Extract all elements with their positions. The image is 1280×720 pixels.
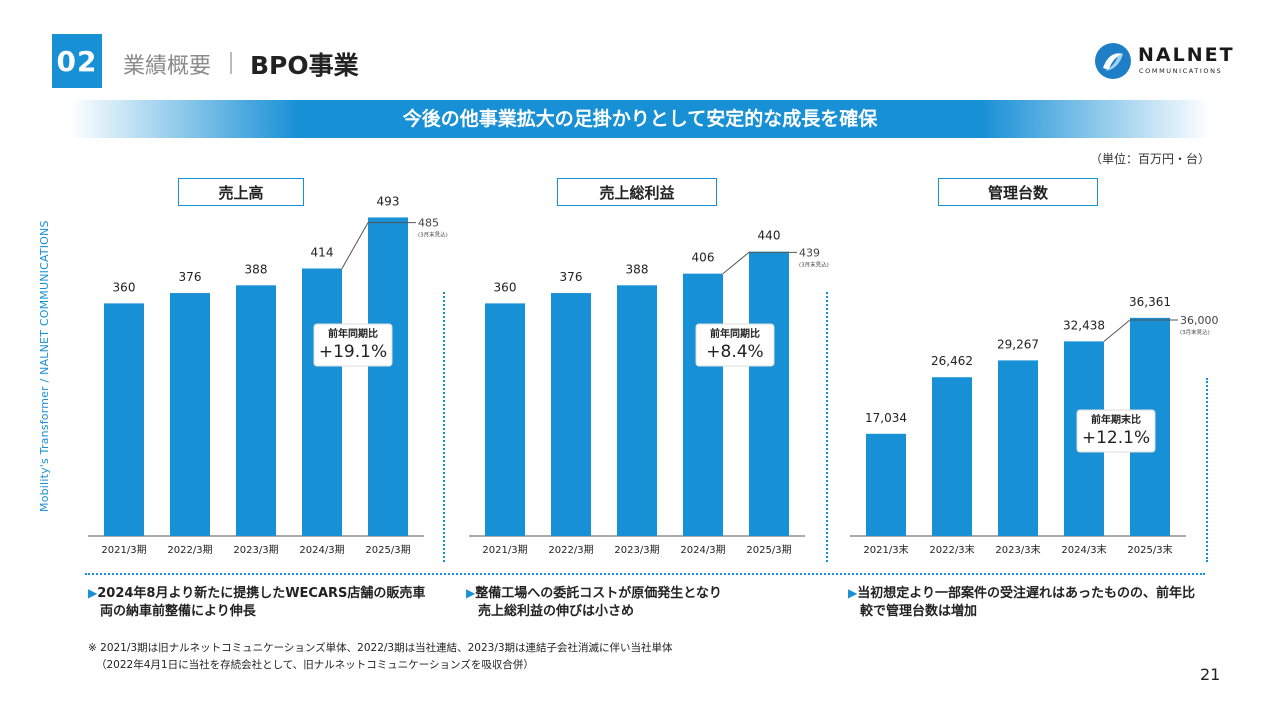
- triangle-arrow-icon: ▶: [88, 586, 98, 600]
- x-tick-label: 2021/3末: [863, 543, 908, 556]
- bar: [485, 303, 525, 536]
- headline-text: 今後の他事業拡大の足掛かりとして安定的な成長を確保: [402, 108, 878, 130]
- bar: [368, 217, 408, 536]
- company-logo: NALNET COMMUNICATIONS: [1094, 42, 1244, 82]
- x-tick-label: 2025/3期: [365, 544, 410, 556]
- forecast-note: (3月末見込): [1180, 328, 1210, 336]
- bar: [170, 293, 210, 536]
- growth-connector: [1103, 319, 1131, 342]
- x-tick-label: 2022/3期: [548, 544, 593, 556]
- bar-value-label: 29,267: [997, 337, 1039, 351]
- bar: [617, 285, 657, 536]
- forecast-value-label: 439: [799, 246, 820, 259]
- bar-value-label: 26,462: [931, 354, 973, 368]
- bar-value-label: 360: [494, 280, 517, 294]
- bar: [932, 377, 972, 536]
- bar: [104, 303, 144, 536]
- header-divider: [230, 52, 232, 74]
- note-sales-line1: 2024年8月より新たに提携したWECARS店舗の販売車: [97, 586, 426, 601]
- page-title: BPO事業: [250, 51, 359, 80]
- yoy-badge-value: +19.1%: [319, 342, 387, 362]
- forecast-note: (3月末見込): [799, 260, 829, 268]
- triangle-arrow-icon: ▶: [466, 586, 476, 600]
- bar-value-label: 376: [179, 270, 202, 284]
- bar-value-label: 376: [560, 270, 583, 284]
- yoy-badge: [695, 323, 775, 367]
- bar: [749, 251, 789, 536]
- yoy-badge-label: 前年期末比: [1091, 413, 1141, 426]
- divider-3: [1206, 378, 1208, 562]
- growth-connector: [722, 251, 750, 275]
- x-tick-label: 2024/3期: [680, 544, 725, 556]
- x-tick-label: 2023/3末: [995, 543, 1040, 556]
- logo-mark-icon: [1095, 43, 1131, 79]
- note-gross-profit: ▶整備工場への委託コストが原価発生となり 売上総利益の伸びは小さめ: [466, 584, 722, 621]
- yoy-badge: [313, 323, 393, 367]
- divider-2: [826, 292, 828, 562]
- bar: [302, 268, 342, 536]
- x-tick-label: 2022/3末: [929, 543, 974, 556]
- forecast-value-label: 36,000: [1180, 314, 1219, 327]
- bar-value-label: 36,361: [1129, 295, 1171, 309]
- bar-value-label: 414: [311, 245, 334, 259]
- bar: [998, 360, 1038, 536]
- x-tick-label: 2024/3期: [299, 544, 344, 556]
- x-tick-label: 2023/3期: [233, 544, 278, 556]
- footnote-line-1: ※ 2021/3期は旧ナルネットコミュニケーションズ単体、2022/3期は当社連…: [88, 642, 673, 654]
- triangle-arrow-icon: ▶: [848, 586, 858, 600]
- forecast-note: (3月末見込): [418, 231, 448, 239]
- note-gross-profit-line2: 売上総利益の伸びは小さめ: [478, 604, 635, 619]
- logo-name: NALNET: [1138, 44, 1235, 66]
- x-tick-label: 2021/3期: [101, 544, 146, 556]
- bar: [551, 293, 591, 536]
- growth-connector: [341, 222, 369, 269]
- bar-value-label: 360: [113, 280, 136, 294]
- x-tick-label: 2025/3期: [746, 544, 791, 556]
- bottom-divider: [85, 573, 1205, 575]
- note-managed-units-line2: 較で管理台数は増加: [860, 604, 978, 619]
- x-tick-label: 2024/3末: [1061, 543, 1106, 556]
- note-sales: ▶2024年8月より新たに提携したWECARS店舗の販売車 両の納車前整備により…: [88, 584, 425, 621]
- chart-title-sales: 売上高: [178, 178, 304, 206]
- section-category: 業績概要: [123, 54, 212, 79]
- bar: [683, 273, 723, 536]
- note-sales-line2: 両の納車前整備により伸長: [100, 604, 256, 619]
- bar-value-label: 388: [245, 262, 268, 276]
- headline-banner: 今後の他事業拡大の足掛かりとして安定的な成長を確保: [70, 100, 1210, 138]
- divider-1: [443, 292, 445, 562]
- x-tick-label: 2021/3期: [482, 544, 527, 556]
- note-gross-profit-line1: 整備工場への委託コストが原価発生となり: [475, 586, 722, 601]
- x-tick-label: 2022/3期: [167, 544, 212, 556]
- yoy-badge-label: 前年同期比: [328, 327, 378, 340]
- page-number: 21: [1200, 665, 1221, 684]
- yoy-badge: [1076, 409, 1156, 453]
- x-tick-label: 2023/3期: [614, 544, 659, 556]
- bar: [236, 285, 276, 536]
- x-tick-label: 2025/3末: [1127, 543, 1172, 556]
- chart-title-gross-profit: 売上総利益: [557, 178, 717, 206]
- bar-value-label: 406: [692, 251, 715, 265]
- note-managed-units: ▶当初想定より一部案件の受注遅れはあったものの、前年比 較で管理台数は増加: [848, 584, 1195, 621]
- bar-value-label: 32,438: [1063, 318, 1105, 332]
- bar-value-label: 388: [626, 262, 649, 276]
- bar-value-label: 17,034: [865, 411, 907, 425]
- note-managed-units-line1: 当初想定より一部案件の受注遅れはあったものの、前年比: [857, 586, 1195, 601]
- bar: [866, 433, 906, 536]
- yoy-badge-value: +12.1%: [1082, 428, 1150, 448]
- section-number-badge: 02: [52, 34, 102, 88]
- bar-value-label: 440: [758, 229, 781, 243]
- chart-title-managed-units: 管理台数: [938, 178, 1098, 206]
- footnote-line-2: （2022年4月1日に当社を存続会社として、旧ナルネットコミュニケーションズを吸…: [96, 659, 534, 671]
- unit-label: （単位：百万円・台）: [1090, 152, 1211, 166]
- bar-value-label: 493: [377, 194, 400, 208]
- forecast-value-label: 485: [418, 217, 439, 230]
- yoy-badge-value: +8.4%: [706, 342, 763, 362]
- yoy-badge-label: 前年同期比: [710, 327, 760, 340]
- logo-subtitle: COMMUNICATIONS: [1139, 67, 1223, 75]
